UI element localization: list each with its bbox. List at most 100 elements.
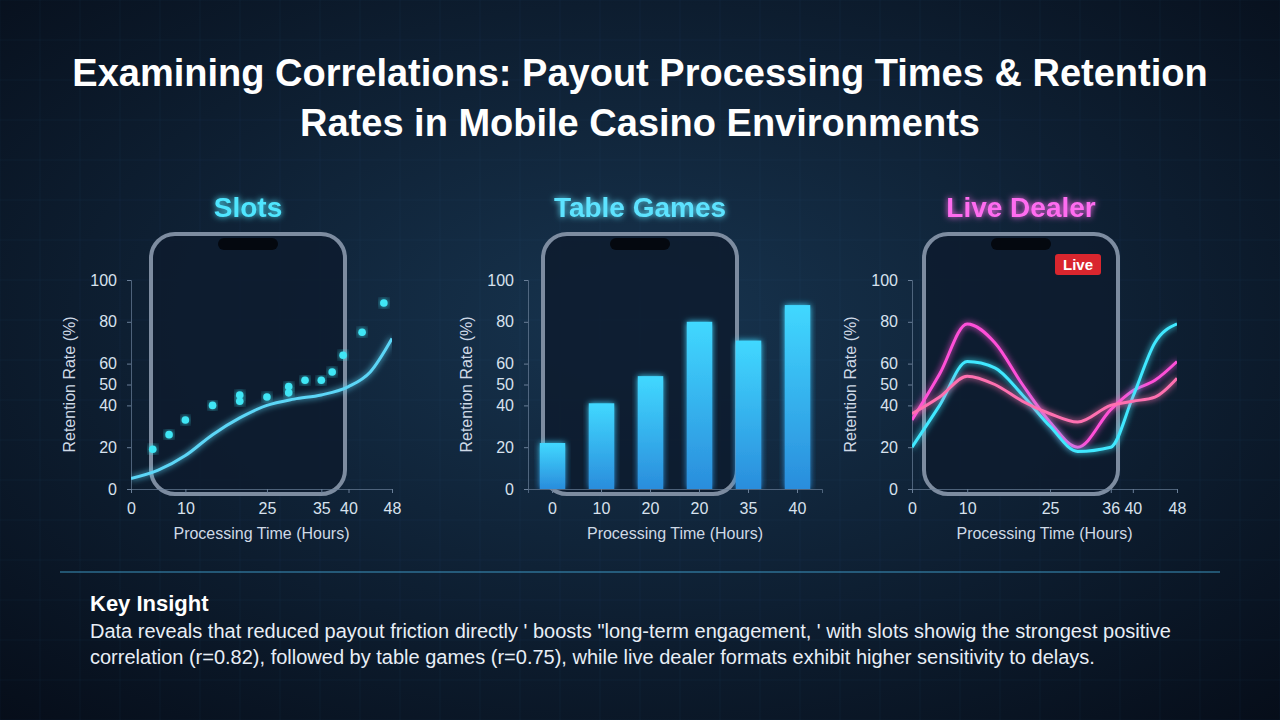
tick-mark (908, 280, 912, 281)
tick: 60 (880, 355, 912, 372)
tick-label: 100 (871, 272, 898, 289)
background-grid-line (0, 680, 1280, 681)
tick-label: 0 (505, 481, 514, 498)
tick: 48 (384, 489, 402, 517)
tick-mark (127, 385, 131, 386)
data-point (339, 351, 347, 359)
tick: 20 (496, 439, 528, 456)
x-axis-title: Processing Time (Hours) (173, 525, 349, 542)
tick-mark (1050, 489, 1051, 493)
axis-line (127, 281, 132, 490)
tick: 0 (505, 481, 528, 498)
bar (638, 376, 663, 489)
tick: 35 (740, 489, 758, 517)
tick-mark (1111, 489, 1112, 493)
tick: 20 (880, 439, 912, 456)
tick: 0 (548, 489, 557, 517)
phone-frame (151, 234, 345, 494)
tick: 60 (99, 355, 131, 372)
tick: 0 (108, 481, 131, 498)
plot-area (131, 299, 392, 478)
tick-mark (524, 322, 528, 323)
tick: 50 (99, 376, 131, 393)
data-point (380, 299, 388, 307)
tick-label: 40 (496, 397, 514, 414)
tick-mark (127, 447, 131, 448)
tick-label: 40 (789, 500, 807, 517)
phone-body (924, 234, 1118, 494)
tick: 20 (691, 489, 709, 517)
tick: 0 (889, 481, 912, 498)
tick-label: 10 (177, 500, 195, 517)
tick-label: 40 (880, 397, 898, 414)
tick: 20 (99, 439, 131, 456)
tick-label: 25 (259, 500, 277, 517)
x-axis-title: Processing Time (Hours) (956, 525, 1132, 542)
tick-mark (392, 489, 393, 493)
tick-mark (908, 364, 912, 365)
tick: 25 (1042, 489, 1060, 517)
data-point (236, 397, 244, 405)
tick: 25 (259, 489, 277, 517)
y-axis-title: Retention Rate (%) (61, 316, 78, 452)
tick-label: 20 (691, 500, 709, 517)
key-insight: Key InsightData reveals that reduced pay… (90, 590, 1200, 670)
tick-label: 50 (496, 376, 514, 393)
tick: 20 (642, 489, 660, 517)
tick: 10 (959, 489, 977, 517)
axis-line (132, 490, 393, 494)
background-grid-line (0, 40, 1280, 41)
tick: 36 (1102, 489, 1120, 517)
phone-frame (543, 234, 737, 494)
tick-mark (349, 489, 350, 493)
tick: 80 (496, 313, 528, 330)
background-grid-line (0, 0, 1280, 1)
plot-area (540, 305, 810, 489)
bar (589, 403, 614, 489)
tick: 40 (880, 397, 912, 414)
data-point (301, 377, 309, 385)
tick-label: 10 (959, 500, 977, 517)
tick: 40 (1124, 489, 1142, 517)
tick-label: 0 (889, 481, 898, 498)
tick: 50 (880, 376, 912, 393)
tick: 10 (177, 489, 195, 517)
data-point (328, 368, 336, 376)
axis-line (529, 490, 823, 494)
tick-label: 48 (384, 500, 402, 517)
tick-mark (185, 489, 186, 493)
line (912, 324, 1177, 451)
tick-mark (127, 364, 131, 365)
tick-label: 50 (99, 376, 117, 393)
tick-mark (524, 405, 528, 406)
tick-label: 20 (496, 439, 514, 456)
badge-background (1055, 254, 1101, 275)
tick-label: 50 (880, 376, 898, 393)
tick-mark (127, 489, 131, 490)
tick-mark (524, 447, 528, 448)
tick-label: 0 (127, 500, 136, 517)
divider (60, 571, 1220, 573)
tick-label: 100 (90, 272, 117, 289)
tick: 80 (99, 313, 131, 330)
plot-area (912, 324, 1177, 451)
data-point (358, 328, 366, 336)
tick-label: 60 (99, 355, 117, 372)
data-point (285, 383, 293, 391)
tick: 10 (593, 489, 611, 517)
tick-mark (127, 280, 131, 281)
tick-mark (699, 489, 700, 493)
tick: 50 (496, 376, 528, 393)
tick-label: 100 (487, 272, 514, 289)
bar (687, 322, 712, 489)
data-point (182, 416, 190, 424)
tick-mark (321, 489, 322, 493)
axis-line (908, 281, 913, 490)
data-point (165, 431, 173, 439)
tick-mark (524, 385, 528, 386)
tick-mark (601, 489, 602, 493)
line (912, 376, 1177, 422)
y-axis: 02040506080100 (871, 272, 912, 498)
tick-mark (908, 447, 912, 448)
key-insight-text: Data reveals that reduced payout frictio… (90, 618, 1200, 670)
